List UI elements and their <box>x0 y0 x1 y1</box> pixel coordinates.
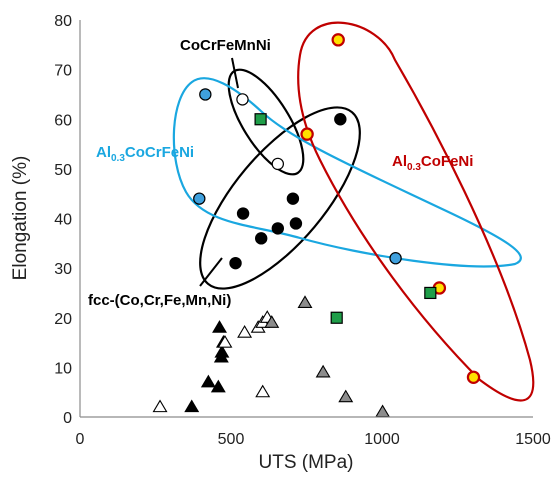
tick-labels: 0 500 1000 1500 0 10 20 30 40 50 60 70 80 <box>54 13 551 448</box>
label-cocrfemnni: CoCrFeMnNi <box>180 37 271 54</box>
x-tick-label: 500 <box>218 431 245 448</box>
data-point-circle <box>193 192 206 205</box>
label-al03cocrfeni-subscript: 0.3 <box>111 153 125 164</box>
y-tick-label: 80 <box>54 13 72 30</box>
data-point-circle <box>271 157 285 171</box>
y-tick-label: 40 <box>54 212 72 229</box>
data-point-circle <box>236 93 249 106</box>
data-point-triangle <box>297 295 313 308</box>
x-axis-title: UTS (MPa) <box>259 452 354 473</box>
y-tick-label: 50 <box>54 162 72 179</box>
axes <box>79 20 533 418</box>
data-point-triangle <box>212 320 227 333</box>
y-tick-label: 0 <box>63 410 72 427</box>
y-tick-label: 60 <box>54 112 72 129</box>
label-al03cofeni-part1: Al <box>392 153 407 170</box>
data-point-triangle <box>338 389 354 403</box>
fcc-outline <box>199 106 361 290</box>
data-point-circle <box>236 207 250 220</box>
label-al03cocrfeni-part2: CoCrFeNi <box>125 144 194 161</box>
data-point-circle <box>199 88 212 101</box>
data-point-triangle <box>237 325 253 338</box>
data-point-circle <box>271 222 285 235</box>
y-tick-label: 30 <box>54 261 72 278</box>
label-al03cofeni-part2: CoFeNi <box>421 153 474 170</box>
data-point-triangle <box>213 349 229 363</box>
group-outlines <box>172 21 535 402</box>
data-point-circle <box>300 127 314 141</box>
data-point-triangle <box>217 334 233 348</box>
x-tick-label: 1500 <box>515 431 551 448</box>
label-fcc: fcc-(Co,Cr,Fe,Mn,Ni) <box>88 292 231 309</box>
data-point-circle <box>286 192 300 205</box>
y-tick-label: 70 <box>54 63 72 80</box>
y-tick-label: 10 <box>54 360 72 377</box>
data-point-triangle <box>152 399 168 413</box>
data-point-circle <box>334 113 347 126</box>
data-point-square <box>330 311 343 324</box>
data-point-triangle <box>375 404 391 418</box>
data-point-circle <box>229 256 242 270</box>
data-points <box>152 33 481 418</box>
x-tick-label: 0 <box>76 431 85 448</box>
data-point-square <box>424 286 437 300</box>
label-al03cocrfeni-part1: Al <box>96 144 111 161</box>
data-point-circle <box>255 232 268 245</box>
data-point-square <box>254 113 267 126</box>
data-point-circle <box>289 217 303 230</box>
data-point-triangle <box>200 374 216 388</box>
al03cocrfeni-outline <box>172 77 522 268</box>
label-al03cofeni: Al0.3CoFeNi <box>392 153 473 173</box>
y-axis-title: Elongation (%) <box>10 156 31 281</box>
label-al03cofeni-subscript: 0.3 <box>407 162 421 173</box>
data-point-circle <box>331 33 345 47</box>
y-tick-label: 20 <box>54 311 72 328</box>
al03cofeni-outline <box>297 21 535 402</box>
data-point-triangle <box>255 384 271 398</box>
cocrfemnni-leader <box>231 57 239 89</box>
data-point-triangle <box>315 364 331 378</box>
x-tick-label: 1000 <box>364 431 400 448</box>
data-point-circle <box>389 252 402 265</box>
fcc-leader <box>199 257 223 287</box>
data-point-triangle <box>184 399 200 413</box>
data-point-triangle <box>210 379 226 393</box>
data-point-circle <box>466 370 481 384</box>
label-al03cocrfeni: Al0.3CoCrFeNi <box>96 144 194 164</box>
data-point-triangle <box>264 315 280 328</box>
